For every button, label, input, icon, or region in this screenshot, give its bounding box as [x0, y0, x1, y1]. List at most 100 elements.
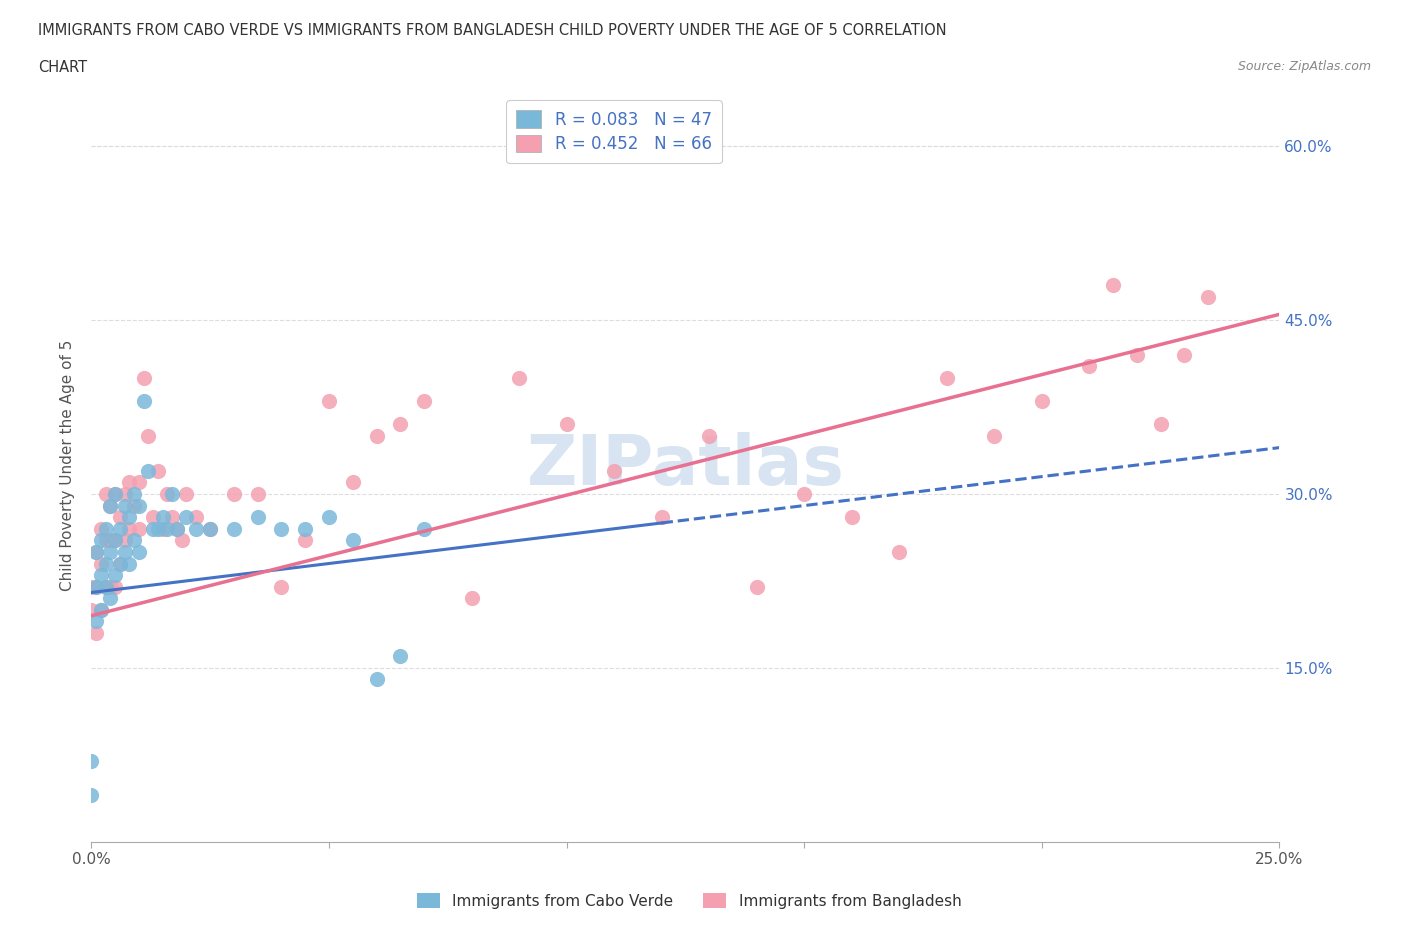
Text: Source: ZipAtlas.com: Source: ZipAtlas.com	[1237, 60, 1371, 73]
Point	[176, 486, 198, 501]
Point	[222, 522, 245, 537]
Point	[603, 463, 626, 478]
Point	[128, 498, 150, 513]
Point	[84, 626, 107, 641]
Point	[94, 579, 117, 594]
Point	[94, 556, 117, 571]
Point	[104, 533, 127, 548]
Point	[118, 475, 141, 490]
Point	[122, 498, 145, 513]
Point	[84, 579, 107, 594]
Point	[166, 522, 188, 537]
Point	[90, 567, 112, 582]
Point	[90, 556, 112, 571]
Point	[1078, 359, 1101, 374]
Point	[122, 486, 145, 501]
Legend: R = 0.083   N = 47, R = 0.452   N = 66: R = 0.083 N = 47, R = 0.452 N = 66	[506, 100, 721, 164]
Point	[270, 522, 292, 537]
Point	[841, 510, 863, 525]
Point	[100, 544, 122, 559]
Point	[152, 522, 174, 537]
Point	[889, 544, 911, 559]
Point	[100, 591, 122, 605]
Point	[90, 603, 112, 618]
Point	[160, 510, 183, 525]
Point	[413, 393, 436, 408]
Point	[80, 603, 103, 618]
Point	[935, 371, 957, 386]
Point	[90, 533, 112, 548]
Point	[555, 417, 578, 432]
Point	[318, 510, 340, 525]
Point	[166, 522, 188, 537]
Point	[318, 393, 340, 408]
Point	[90, 522, 112, 537]
Point	[246, 510, 269, 525]
Point	[146, 463, 169, 478]
Point	[142, 522, 165, 537]
Point	[146, 522, 169, 537]
Point	[108, 556, 131, 571]
Point	[793, 486, 815, 501]
Point	[342, 533, 364, 548]
Point	[80, 788, 103, 803]
Point	[460, 591, 482, 605]
Point	[142, 510, 165, 525]
Point	[138, 429, 160, 444]
Point	[170, 533, 193, 548]
Text: IMMIGRANTS FROM CABO VERDE VS IMMIGRANTS FROM BANGLADESH CHILD POVERTY UNDER THE: IMMIGRANTS FROM CABO VERDE VS IMMIGRANTS…	[38, 23, 946, 38]
Point	[94, 486, 117, 501]
Point	[94, 579, 117, 594]
Point	[104, 579, 127, 594]
Point	[160, 486, 183, 501]
Point	[222, 486, 245, 501]
Point	[270, 579, 292, 594]
Point	[128, 544, 150, 559]
Point	[156, 486, 179, 501]
Point	[90, 603, 112, 618]
Point	[745, 579, 768, 594]
Point	[128, 522, 150, 537]
Text: CHART: CHART	[38, 60, 87, 75]
Point	[104, 486, 127, 501]
Point	[184, 522, 207, 537]
Point	[118, 556, 141, 571]
Point	[80, 579, 103, 594]
Point	[1031, 393, 1053, 408]
Point	[108, 556, 131, 571]
Point	[156, 522, 179, 537]
Point	[84, 544, 107, 559]
Point	[114, 544, 136, 559]
Point	[1126, 348, 1149, 363]
Point	[80, 753, 103, 768]
Point	[84, 614, 107, 629]
Point	[508, 371, 530, 386]
Point	[1149, 417, 1171, 432]
Point	[1173, 348, 1195, 363]
Point	[114, 498, 136, 513]
Point	[118, 510, 141, 525]
Point	[104, 567, 127, 582]
Point	[246, 486, 269, 501]
Point	[108, 510, 131, 525]
Point	[94, 522, 117, 537]
Point	[200, 522, 222, 537]
Point	[132, 371, 155, 386]
Point	[294, 533, 316, 548]
Point	[94, 533, 117, 548]
Point	[128, 475, 150, 490]
Point	[152, 510, 174, 525]
Point	[651, 510, 673, 525]
Point	[366, 672, 388, 687]
Point	[104, 486, 127, 501]
Point	[176, 510, 198, 525]
Point	[122, 533, 145, 548]
Point	[114, 533, 136, 548]
Point	[389, 649, 412, 664]
Point	[108, 522, 131, 537]
Point	[1197, 289, 1219, 304]
Point	[389, 417, 412, 432]
Point	[100, 579, 122, 594]
Point	[697, 429, 720, 444]
Point	[342, 475, 364, 490]
